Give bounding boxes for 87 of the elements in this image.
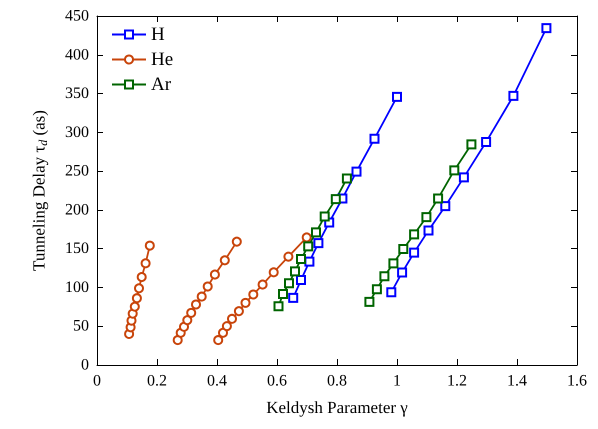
point: [296, 254, 306, 264]
point: [421, 212, 432, 222]
y-tick-label: 0: [81, 356, 89, 374]
point: [179, 322, 189, 332]
point: [370, 134, 380, 144]
x-tick-label: 0.8: [327, 372, 347, 390]
point: [134, 283, 144, 294]
point: [342, 174, 352, 184]
legend-label: H: [151, 24, 165, 45]
point: [379, 271, 390, 282]
point: [398, 244, 408, 254]
y-tick-label: 200: [65, 201, 89, 218]
point: [313, 238, 324, 248]
point: [303, 241, 314, 252]
point: [290, 266, 300, 276]
point: [508, 90, 518, 101]
point: [132, 293, 142, 304]
x-tick-label: 0: [93, 372, 101, 390]
x-tick-label: 1: [393, 372, 401, 390]
point: [191, 300, 201, 310]
point: [424, 225, 434, 236]
y-tick-label: 300: [65, 124, 89, 141]
point: [248, 290, 258, 300]
point: [268, 267, 279, 278]
point: [284, 278, 294, 288]
point: [388, 258, 398, 268]
x-tick-label: 0.6: [267, 372, 287, 390]
point: [218, 328, 228, 338]
y-tick-label: 400: [65, 46, 89, 64]
point: [392, 92, 402, 102]
point: [372, 284, 382, 294]
point: [466, 139, 476, 150]
point: [140, 258, 151, 268]
point: [311, 227, 321, 238]
point: [232, 236, 242, 247]
point: [213, 335, 224, 346]
point: [220, 255, 230, 266]
point: [130, 302, 140, 312]
point: [458, 172, 469, 182]
point: [302, 232, 312, 242]
point: [172, 335, 183, 346]
point: [440, 201, 450, 212]
point: [274, 301, 284, 312]
point: [409, 229, 420, 240]
legend-label: Ar: [151, 74, 172, 95]
point: [283, 252, 294, 262]
y-tick-label: 450: [65, 8, 89, 24]
x-tick-label: 0.2: [147, 372, 167, 390]
point: [409, 248, 420, 258]
point: [182, 315, 192, 326]
point: [304, 256, 314, 267]
y-axis-title: Tunneling Delay τd (as): [30, 110, 50, 271]
y-tick-label: 150: [65, 240, 89, 258]
point: [296, 275, 306, 285]
point: [227, 314, 237, 324]
legend-label: He: [151, 49, 174, 70]
point: [222, 321, 232, 332]
y-tick-label: 250: [65, 162, 89, 180]
y-tick-label: 50: [73, 318, 89, 335]
point: [330, 194, 341, 204]
point: [240, 298, 250, 308]
point: [144, 240, 155, 251]
x-tick-label: 1.2: [447, 372, 467, 390]
point: [364, 296, 374, 307]
point: [352, 166, 362, 177]
point: [196, 292, 207, 302]
point: [320, 211, 330, 222]
x-axis-title: Keldysh Parameter γ: [266, 398, 408, 417]
point: [449, 165, 460, 176]
x-tick-label: 1.6: [567, 372, 587, 390]
point: [258, 280, 268, 290]
x-tick-label: 1.4: [507, 372, 527, 390]
point: [397, 268, 408, 278]
point: [186, 308, 196, 318]
point: [234, 306, 244, 316]
x-tick-label: 0.4: [207, 372, 227, 390]
point: [202, 282, 213, 292]
point: [278, 288, 288, 299]
point: [288, 292, 298, 303]
y-tick-label: 100: [65, 278, 89, 296]
point: [210, 270, 220, 280]
point: [541, 23, 552, 34]
y-tick-label: 350: [65, 85, 89, 102]
point: [481, 137, 492, 148]
point: [136, 272, 147, 282]
point: [386, 287, 396, 298]
point: [433, 193, 444, 204]
